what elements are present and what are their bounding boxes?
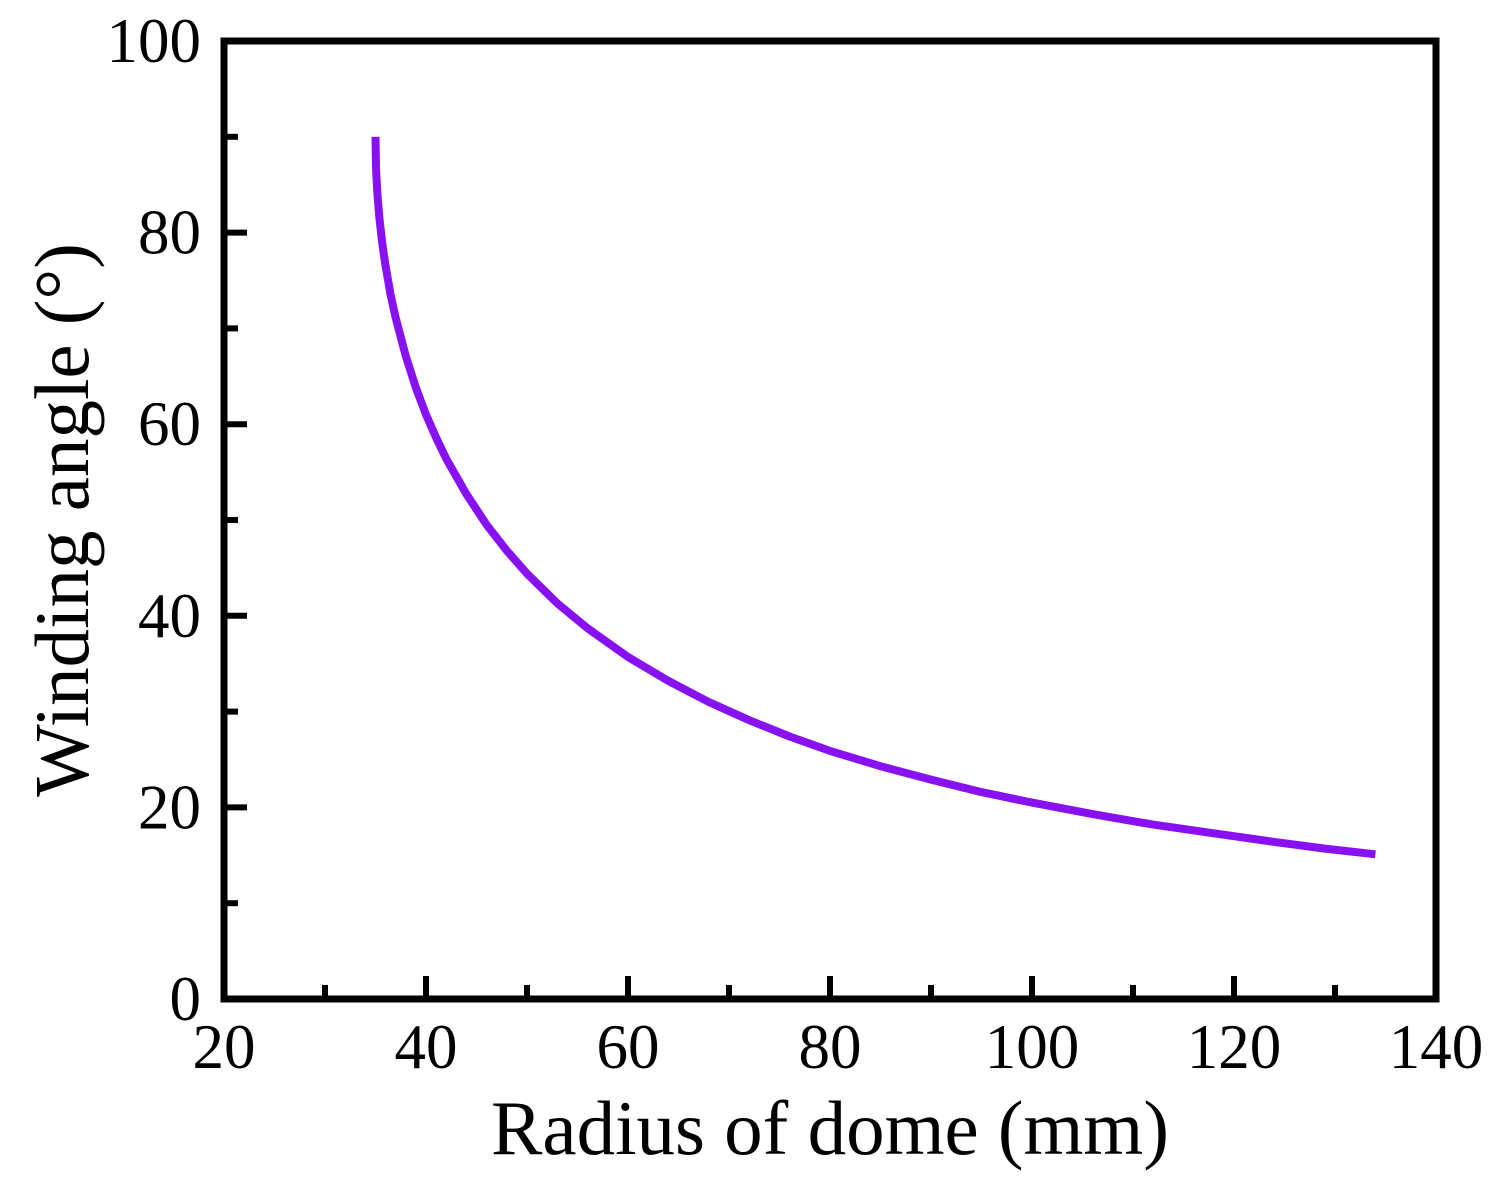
plot-border bbox=[220, 37, 1440, 1003]
plot-frame bbox=[220, 37, 1440, 1003]
x-tick-label: 60 bbox=[597, 1012, 660, 1082]
y-tick-label: 0 bbox=[170, 964, 202, 1034]
axis-ticks bbox=[221, 38, 1439, 1002]
y-tick-label: 40 bbox=[138, 581, 201, 651]
y-tick-label: 60 bbox=[138, 389, 201, 459]
winding-angle-curve bbox=[371, 136, 1376, 859]
x-tick-label: 40 bbox=[395, 1012, 458, 1082]
y-tick-label: 80 bbox=[138, 198, 201, 268]
x-tick-label: 140 bbox=[1389, 1012, 1484, 1082]
x-axis-title: Radius of dome (mm) bbox=[491, 1085, 1169, 1171]
x-tick-label: 20 bbox=[193, 1012, 256, 1082]
y-tick-label: 100 bbox=[107, 6, 202, 76]
y-axis-title: Winding angle (°) bbox=[19, 243, 105, 797]
data-series bbox=[371, 136, 1376, 859]
y-tick-label: 20 bbox=[138, 772, 201, 842]
x-tick-label: 120 bbox=[1187, 1012, 1282, 1082]
x-tick-label: 80 bbox=[799, 1012, 862, 1082]
x-tick-label: 100 bbox=[985, 1012, 1080, 1082]
